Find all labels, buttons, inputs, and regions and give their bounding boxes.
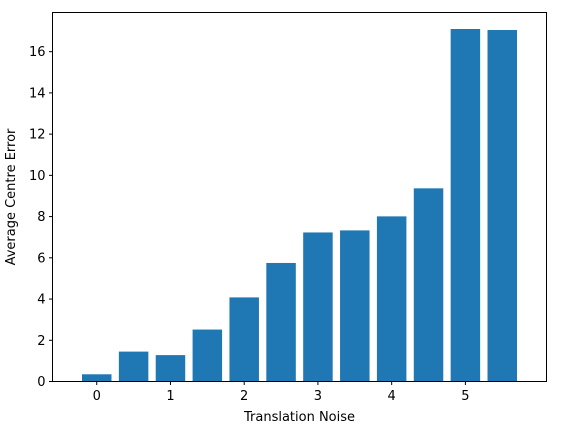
bar	[413, 188, 444, 382]
x-tick-label: 1	[166, 389, 174, 404]
bar	[340, 230, 370, 382]
bar	[81, 374, 112, 382]
plot-frame	[52, 12, 547, 382]
y-tick-label: 4	[37, 293, 45, 308]
bar	[229, 297, 259, 382]
x-tick-label: 0	[93, 389, 101, 404]
y-axis-label: Average Centre Error	[4, 128, 19, 265]
bar	[266, 262, 296, 382]
bar	[303, 232, 333, 382]
bar	[487, 30, 518, 382]
y-tick-label: 12	[29, 128, 46, 143]
y-tick-label: 6	[37, 251, 45, 266]
bar	[118, 351, 149, 382]
bars-group	[81, 28, 518, 382]
x-axis-ticks: 0 1 2 3 4 5	[93, 381, 470, 404]
bar	[155, 355, 186, 382]
x-tick-label: 3	[314, 389, 322, 404]
y-axis-ticks: 0 2 4 6 8 10 12 14 16	[29, 45, 53, 390]
bar	[192, 329, 223, 382]
x-tick-label: 5	[461, 389, 469, 404]
x-axis-label: Translation Noise	[243, 410, 355, 425]
y-tick-label: 8	[37, 210, 45, 225]
x-tick-label: 2	[240, 389, 248, 404]
y-tick-label: 16	[29, 45, 46, 60]
y-tick-label: 2	[37, 334, 45, 349]
y-tick-label: 10	[29, 169, 46, 184]
bar	[450, 28, 481, 382]
bar	[376, 216, 407, 382]
x-tick-label: 4	[388, 389, 396, 404]
y-tick-label: 14	[29, 86, 46, 101]
y-tick-label: 0	[37, 375, 45, 390]
